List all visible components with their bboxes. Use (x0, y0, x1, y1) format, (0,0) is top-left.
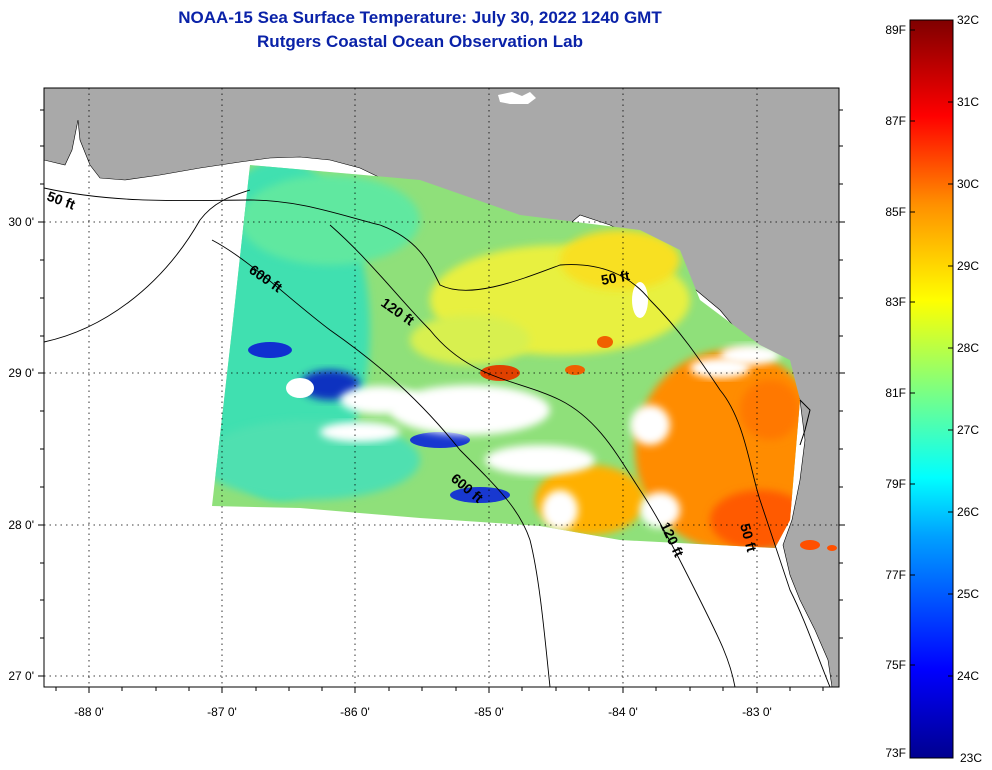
colorbar (909, 19, 954, 759)
colorbar-c-23: 23C (960, 751, 982, 765)
colorbar-c-26: 26C (957, 505, 979, 519)
lon-tick-85: -85 0' (474, 705, 504, 719)
contour-label-50ft-east: 50 ft (600, 267, 631, 288)
map-title: NOAA-15 Sea Surface Temperature: July 30… (178, 8, 662, 27)
lat-tick-30: 30 0' (8, 215, 34, 229)
lat-tick-28: 28 0' (8, 518, 34, 532)
lon-tick-84: -84 0' (608, 705, 638, 719)
colorbar-f-77: 77F (885, 568, 906, 582)
colorbar-c-31: 31C (957, 95, 979, 109)
lat-tick-29: 29 0' (8, 366, 34, 380)
lon-tick-86: -86 0' (340, 705, 370, 719)
colorbar-c-29: 29C (957, 259, 979, 273)
plot-frame (43, 87, 840, 688)
depth-contours (44, 187, 831, 687)
lon-tick-87: -87 0' (207, 705, 237, 719)
colorbar-f-79: 79F (885, 477, 906, 491)
colorbar-c-28: 28C (957, 341, 979, 355)
colorbar-f-89: 89F (885, 23, 906, 37)
gridlines (44, 88, 839, 687)
colorbar-f-75: 75F (885, 658, 906, 672)
colorbar-f-87: 87F (885, 114, 906, 128)
colorbar-f-73: 73F (885, 746, 906, 760)
colorbar-c-32: 32C (957, 13, 979, 27)
map-subtitle: Rutgers Coastal Ocean Observation Lab (257, 32, 583, 51)
lon-tick-88: -88 0' (74, 705, 104, 719)
lat-tick-27: 27 0' (8, 669, 34, 683)
colorbar-c-24: 24C (957, 669, 979, 683)
colorbar-f-85: 85F (885, 205, 906, 219)
colorbar-c-27: 27C (957, 423, 979, 437)
lon-tick-83: -83 0' (742, 705, 772, 719)
colorbar-f-81: 81F (885, 386, 906, 400)
colorbar-f-83: 83F (885, 295, 906, 309)
contour-label-50ft-south: 50 ft (737, 522, 760, 554)
colorbar-c-30: 30C (957, 177, 979, 191)
colorbar-c-25: 25C (957, 587, 979, 601)
